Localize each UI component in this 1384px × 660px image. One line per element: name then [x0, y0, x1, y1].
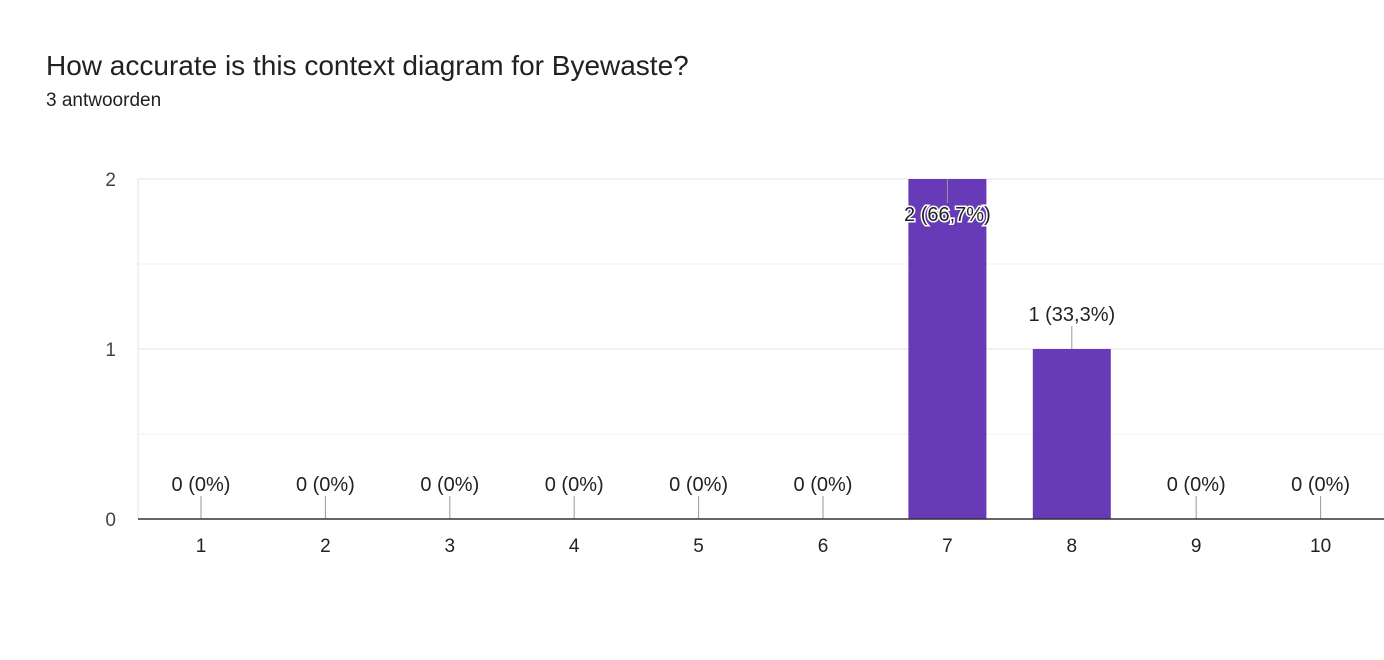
- x-tick-label: 4: [569, 536, 580, 557]
- x-tick-label: 10: [1310, 536, 1331, 557]
- data-label: 0 (0%): [545, 474, 604, 496]
- x-tick-label: 1: [196, 536, 207, 557]
- y-tick-label: 1: [105, 340, 116, 361]
- data-label: 0 (0%): [172, 474, 231, 496]
- data-label: 1 (33,3%): [1028, 304, 1115, 326]
- x-tick-label: 3: [445, 536, 456, 557]
- question-title: How accurate is this context diagram for…: [46, 50, 689, 81]
- y-tick-label: 0: [105, 510, 116, 531]
- bar: [1032, 349, 1111, 519]
- data-label: 0 (0%): [296, 474, 355, 496]
- response-count: 3 antwoorden: [46, 90, 162, 111]
- x-tick-label: 6: [818, 536, 829, 557]
- data-label: 0 (0%): [1291, 474, 1350, 496]
- data-label: 0 (0%): [794, 474, 853, 496]
- x-tick-label: 5: [693, 536, 704, 557]
- data-label: 0 (0%): [420, 474, 479, 496]
- data-label: 0 (0%): [669, 474, 728, 496]
- bar: [908, 179, 987, 519]
- x-tick-label: 7: [942, 536, 953, 557]
- data-label: 2 (66,7%): [904, 204, 991, 226]
- x-tick-label: 8: [1067, 536, 1078, 557]
- x-tick-label: 2: [320, 536, 331, 557]
- data-label: 0 (0%): [1167, 474, 1226, 496]
- x-tick-label: 9: [1191, 536, 1202, 557]
- chart-header: How accurate is this context diagram for…: [46, 48, 689, 112]
- y-tick-label: 2: [105, 170, 116, 191]
